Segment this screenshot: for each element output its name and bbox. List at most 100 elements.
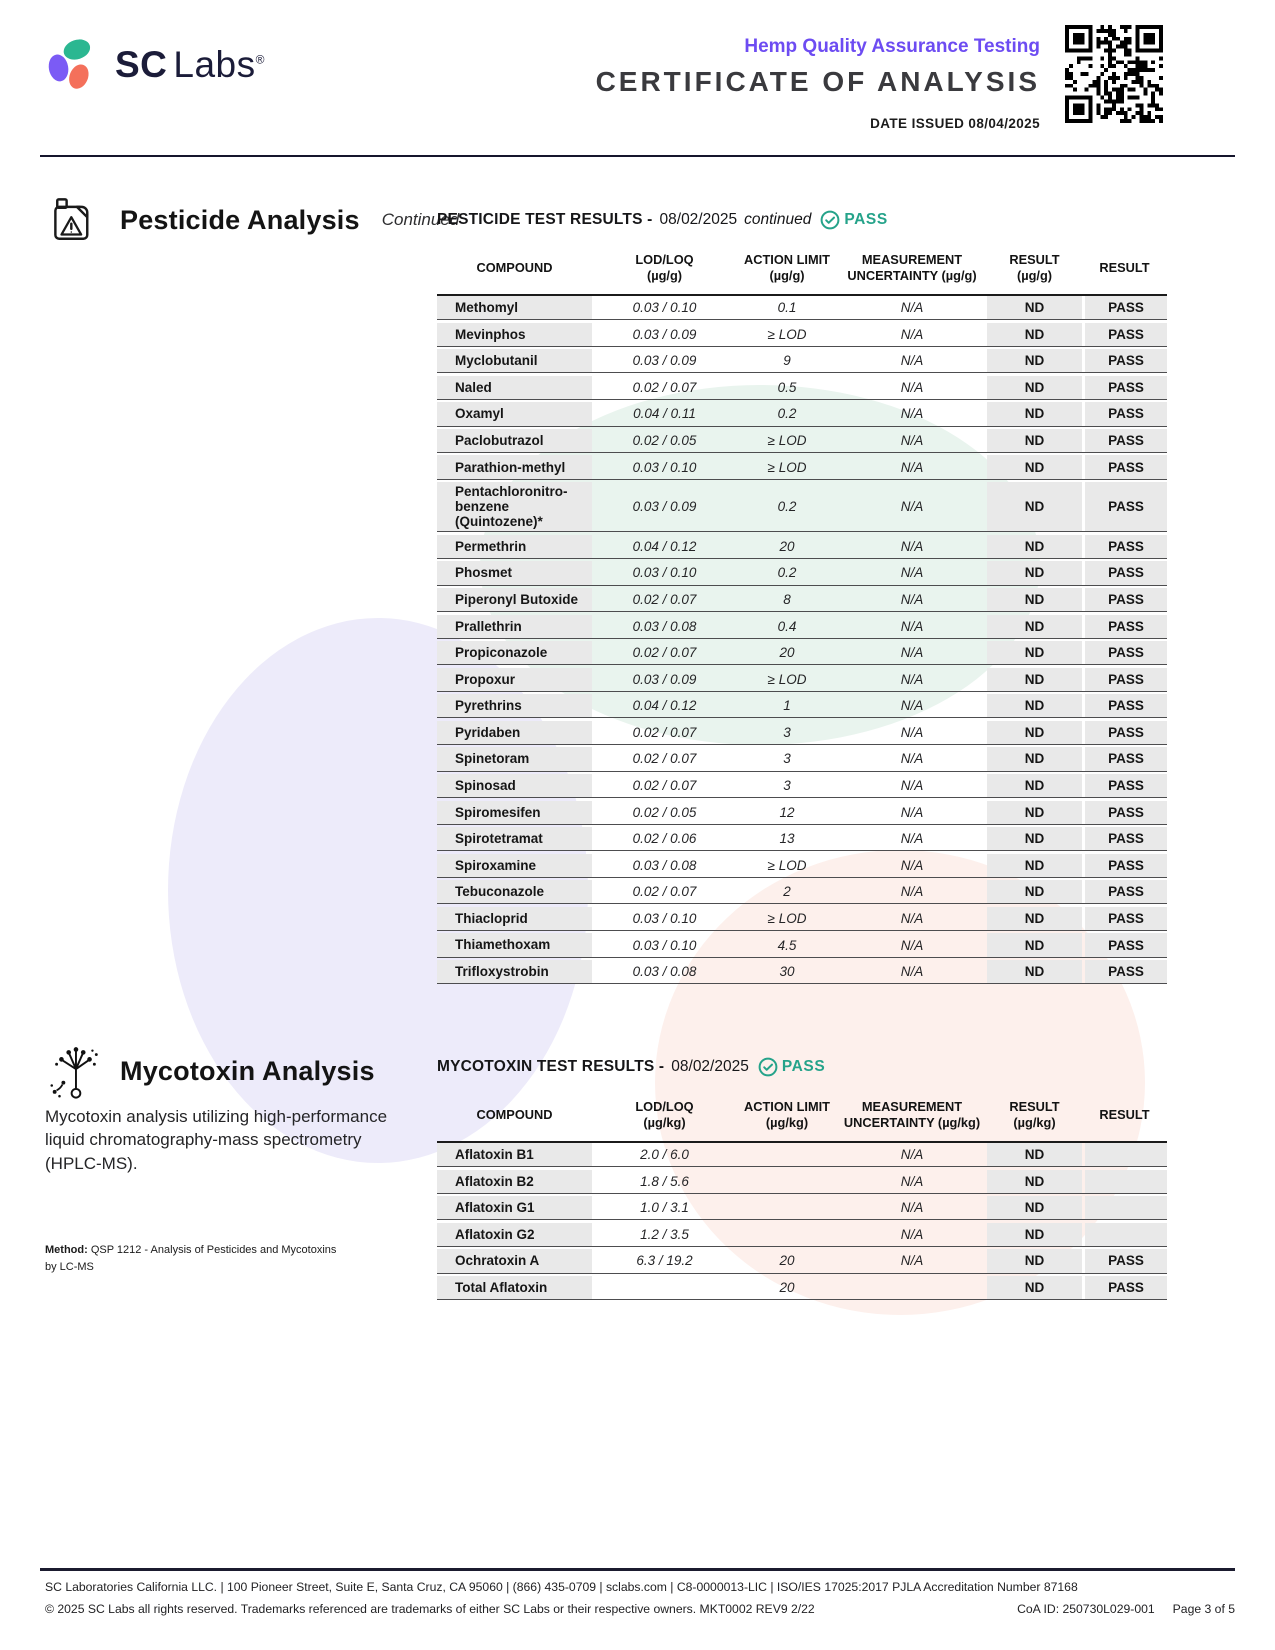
mycotoxin-method: Method: QSP 1212 - Analysis of Pesticide…: [45, 1242, 345, 1276]
uncertainty-cell: N/A: [900, 645, 924, 661]
table-row: Pyrethrins 0.04 / 0.12 1 N/A ND PASS: [437, 694, 1167, 719]
uncertainty-cell: N/A: [900, 353, 924, 369]
compound-cell: Spinosad: [437, 773, 592, 798]
qr-code: [1065, 25, 1163, 123]
result-cell: ND: [987, 641, 1082, 665]
uncertainty-cell: N/A: [900, 406, 924, 422]
uncertainty-cell: N/A: [900, 538, 924, 554]
status-cell: PASS: [1085, 827, 1167, 851]
table-row: Parathion-methyl 0.03 / 0.10 ≥ LOD N/A N…: [437, 455, 1167, 480]
brand-name: SC Labs®: [115, 44, 265, 86]
status-cell: [1085, 1143, 1167, 1167]
lod-loq-cell: 0.03 / 0.09: [632, 671, 697, 687]
lod-loq-cell: 0.02 / 0.07: [632, 778, 697, 794]
compound-cell: Parathion-methyl: [437, 455, 592, 479]
result-cell: ND: [987, 455, 1082, 479]
result-cell: ND: [987, 1275, 1082, 1300]
compound-cell: Trifloxystrobin: [437, 960, 592, 984]
table-row: Propoxur 0.03 / 0.09 ≥ LOD N/A ND PASS: [437, 667, 1167, 692]
lod-loq-cell: 0.04 / 0.12: [632, 698, 697, 714]
status-cell: PASS: [1085, 322, 1167, 346]
header-titles: Hemp Quality Assurance Testing CERTIFICA…: [596, 36, 1040, 131]
status-cell: PASS: [1085, 880, 1167, 904]
status-cell: PASS: [1085, 853, 1167, 877]
compound-cell: Pyridaben: [437, 720, 592, 744]
result-cell: ND: [987, 773, 1082, 798]
col-action-limit: ACTION LIMIT (µg/kg): [743, 1098, 830, 1130]
lod-loq-cell: 1.0 / 3.1: [640, 1200, 689, 1216]
action-limit-cell: [737, 1170, 837, 1193]
lod-loq-cell: 0.03 / 0.08: [632, 857, 697, 873]
compound-cell: Propiconazole: [437, 641, 592, 665]
action-limit-cell: 3: [783, 778, 791, 794]
status-cell: PASS: [1085, 375, 1167, 399]
compound-cell: Spiroxamine: [437, 853, 592, 877]
uncertainty-cell: N/A: [900, 1253, 924, 1269]
action-limit-cell: 8: [783, 592, 791, 608]
action-limit-cell: 2: [783, 884, 791, 900]
table-row: Aflatoxin B2 1.8 / 5.6 N/A ND: [437, 1169, 1167, 1194]
result-cell: ND: [987, 667, 1082, 691]
result-cell: ND: [987, 375, 1082, 399]
sclabs-logo-icon: [45, 36, 103, 94]
status-cell: PASS: [1085, 614, 1167, 638]
pesticide-section-title: Pesticide Analysis: [120, 204, 360, 235]
table-row: Spiromesifen 0.02 / 0.05 12 N/A ND PASS: [437, 800, 1167, 825]
uncertainty-cell: N/A: [900, 1226, 924, 1242]
uncertainty-cell: N/A: [900, 326, 924, 342]
status-cell: PASS: [1085, 587, 1167, 612]
uncertainty-cell: N/A: [900, 499, 924, 515]
table-row: Phosmet 0.03 / 0.10 0.2 N/A ND PASS: [437, 561, 1167, 586]
compound-cell: Prallethrin: [437, 614, 592, 638]
table-row: Spinosad 0.02 / 0.07 3 N/A ND PASS: [437, 773, 1167, 799]
compound-cell: Mevinphos: [437, 322, 592, 346]
compound-cell: Propoxur: [437, 667, 592, 691]
uncertainty-cell: [837, 1276, 987, 1299]
compound-cell: Ochratoxin A: [437, 1249, 592, 1273]
lod-loq-cell: 0.02 / 0.06: [632, 831, 697, 847]
action-limit-cell: 13: [779, 831, 795, 847]
check-circle-icon: [758, 1057, 778, 1077]
status-cell: PASS: [1085, 534, 1167, 558]
compound-cell: Naled: [437, 375, 592, 399]
col-action-limit: ACTION LIMIT (µg/g): [743, 251, 830, 283]
lod-loq-cell: 0.03 / 0.09: [632, 326, 697, 342]
lod-loq-cell: [592, 1276, 737, 1299]
lod-loq-cell: 0.02 / 0.07: [632, 592, 697, 608]
pesticide-table-head: COMPOUND LOD/LOQ (µg/g) ACTION LIMIT (µg/g…: [437, 248, 1167, 294]
table-row: Permethrin 0.04 / 0.12 20 N/A ND PASS: [437, 534, 1167, 559]
table-row: Mevinphos 0.03 / 0.09 ≥ LOD N/A ND PASS: [437, 322, 1167, 347]
lod-loq-cell: 0.03 / 0.10: [632, 459, 697, 475]
uncertainty-cell: N/A: [900, 857, 924, 873]
uncertainty-cell: N/A: [900, 671, 924, 687]
lod-loq-cell: 2.0 / 6.0: [640, 1147, 689, 1163]
col-result-value: RESULT (µg/g): [1009, 251, 1060, 283]
col-result-status: RESULT: [1099, 1106, 1150, 1122]
action-limit-cell: 0.4: [777, 618, 797, 634]
compound-cell: Piperonyl Butoxide: [437, 587, 592, 612]
table-row: Aflatoxin B1 2.0 / 6.0 N/A ND: [437, 1143, 1167, 1168]
status-cell: [1085, 1196, 1167, 1220]
result-cell: ND: [987, 534, 1082, 558]
lod-loq-cell: 1.2 / 3.5: [640, 1226, 689, 1242]
table-row: Trifloxystrobin 0.03 / 0.08 30 N/A ND PA…: [437, 960, 1167, 985]
result-cell: ND: [987, 1249, 1082, 1273]
mycotoxin-results-header: MYCOTOXIN TEST RESULTS - 08/02/2025 PASS: [437, 1057, 825, 1077]
pesticide-results-header: PESTICIDE TEST RESULTS - 08/02/2025 cont…: [437, 210, 888, 230]
uncertainty-cell: N/A: [900, 778, 924, 794]
lod-loq-cell: 0.03 / 0.10: [632, 910, 697, 926]
lod-loq-cell: 0.02 / 0.05: [632, 432, 697, 448]
action-limit-cell: 1: [783, 698, 791, 714]
compound-cell: Tebuconazole: [437, 880, 592, 904]
result-cell: ND: [987, 349, 1082, 373]
compound-cell: Pentachloronitro-benzene (Quintozene)*: [437, 482, 592, 532]
uncertainty-cell: N/A: [900, 379, 924, 395]
status-cell: PASS: [1085, 906, 1167, 931]
result-cell: ND: [987, 933, 1082, 957]
result-cell: ND: [987, 853, 1082, 877]
action-limit-cell: 20: [779, 538, 795, 554]
table-row: Spiroxamine 0.03 / 0.08 ≥ LOD N/A ND PAS…: [437, 853, 1167, 878]
col-compound: COMPOUND: [476, 259, 553, 275]
lod-loq-cell: 0.02 / 0.07: [632, 645, 697, 661]
